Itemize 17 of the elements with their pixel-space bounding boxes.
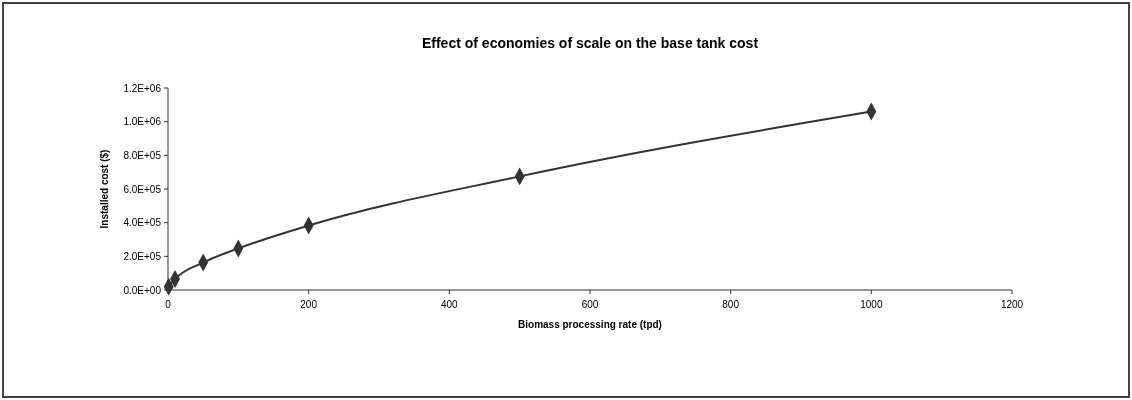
y-tick-label: 2.0E+05 [123, 250, 162, 262]
y-tick-label: 0.0E+00 [123, 284, 162, 296]
x-axis-title: Biomass processing rate (tpd) [518, 319, 662, 330]
x-tick-label: 200 [300, 299, 318, 310]
y-tick-label: 4.0E+05 [123, 217, 162, 229]
x-tick-label: 0 [165, 299, 172, 310]
x-tick-label: 800 [722, 299, 740, 310]
x-tick-label: 400 [440, 299, 459, 310]
y-tick-label: 8.0E+05 [123, 149, 162, 161]
y-tick-label: 1.2E+06 [123, 82, 162, 94]
y-axis-title: Installed cost ($) [99, 149, 110, 229]
x-tick-label: 600 [581, 299, 599, 310]
y-tick-label: 1.0E+06 [123, 116, 162, 128]
x-tick-label: 1200 [1000, 299, 1024, 310]
y-tick-label: 6.0E+05 [123, 183, 162, 195]
chart-title: Effect of economies of scale on the base tank cost [421, 35, 759, 51]
x-tick-label: 1000 [860, 299, 883, 310]
